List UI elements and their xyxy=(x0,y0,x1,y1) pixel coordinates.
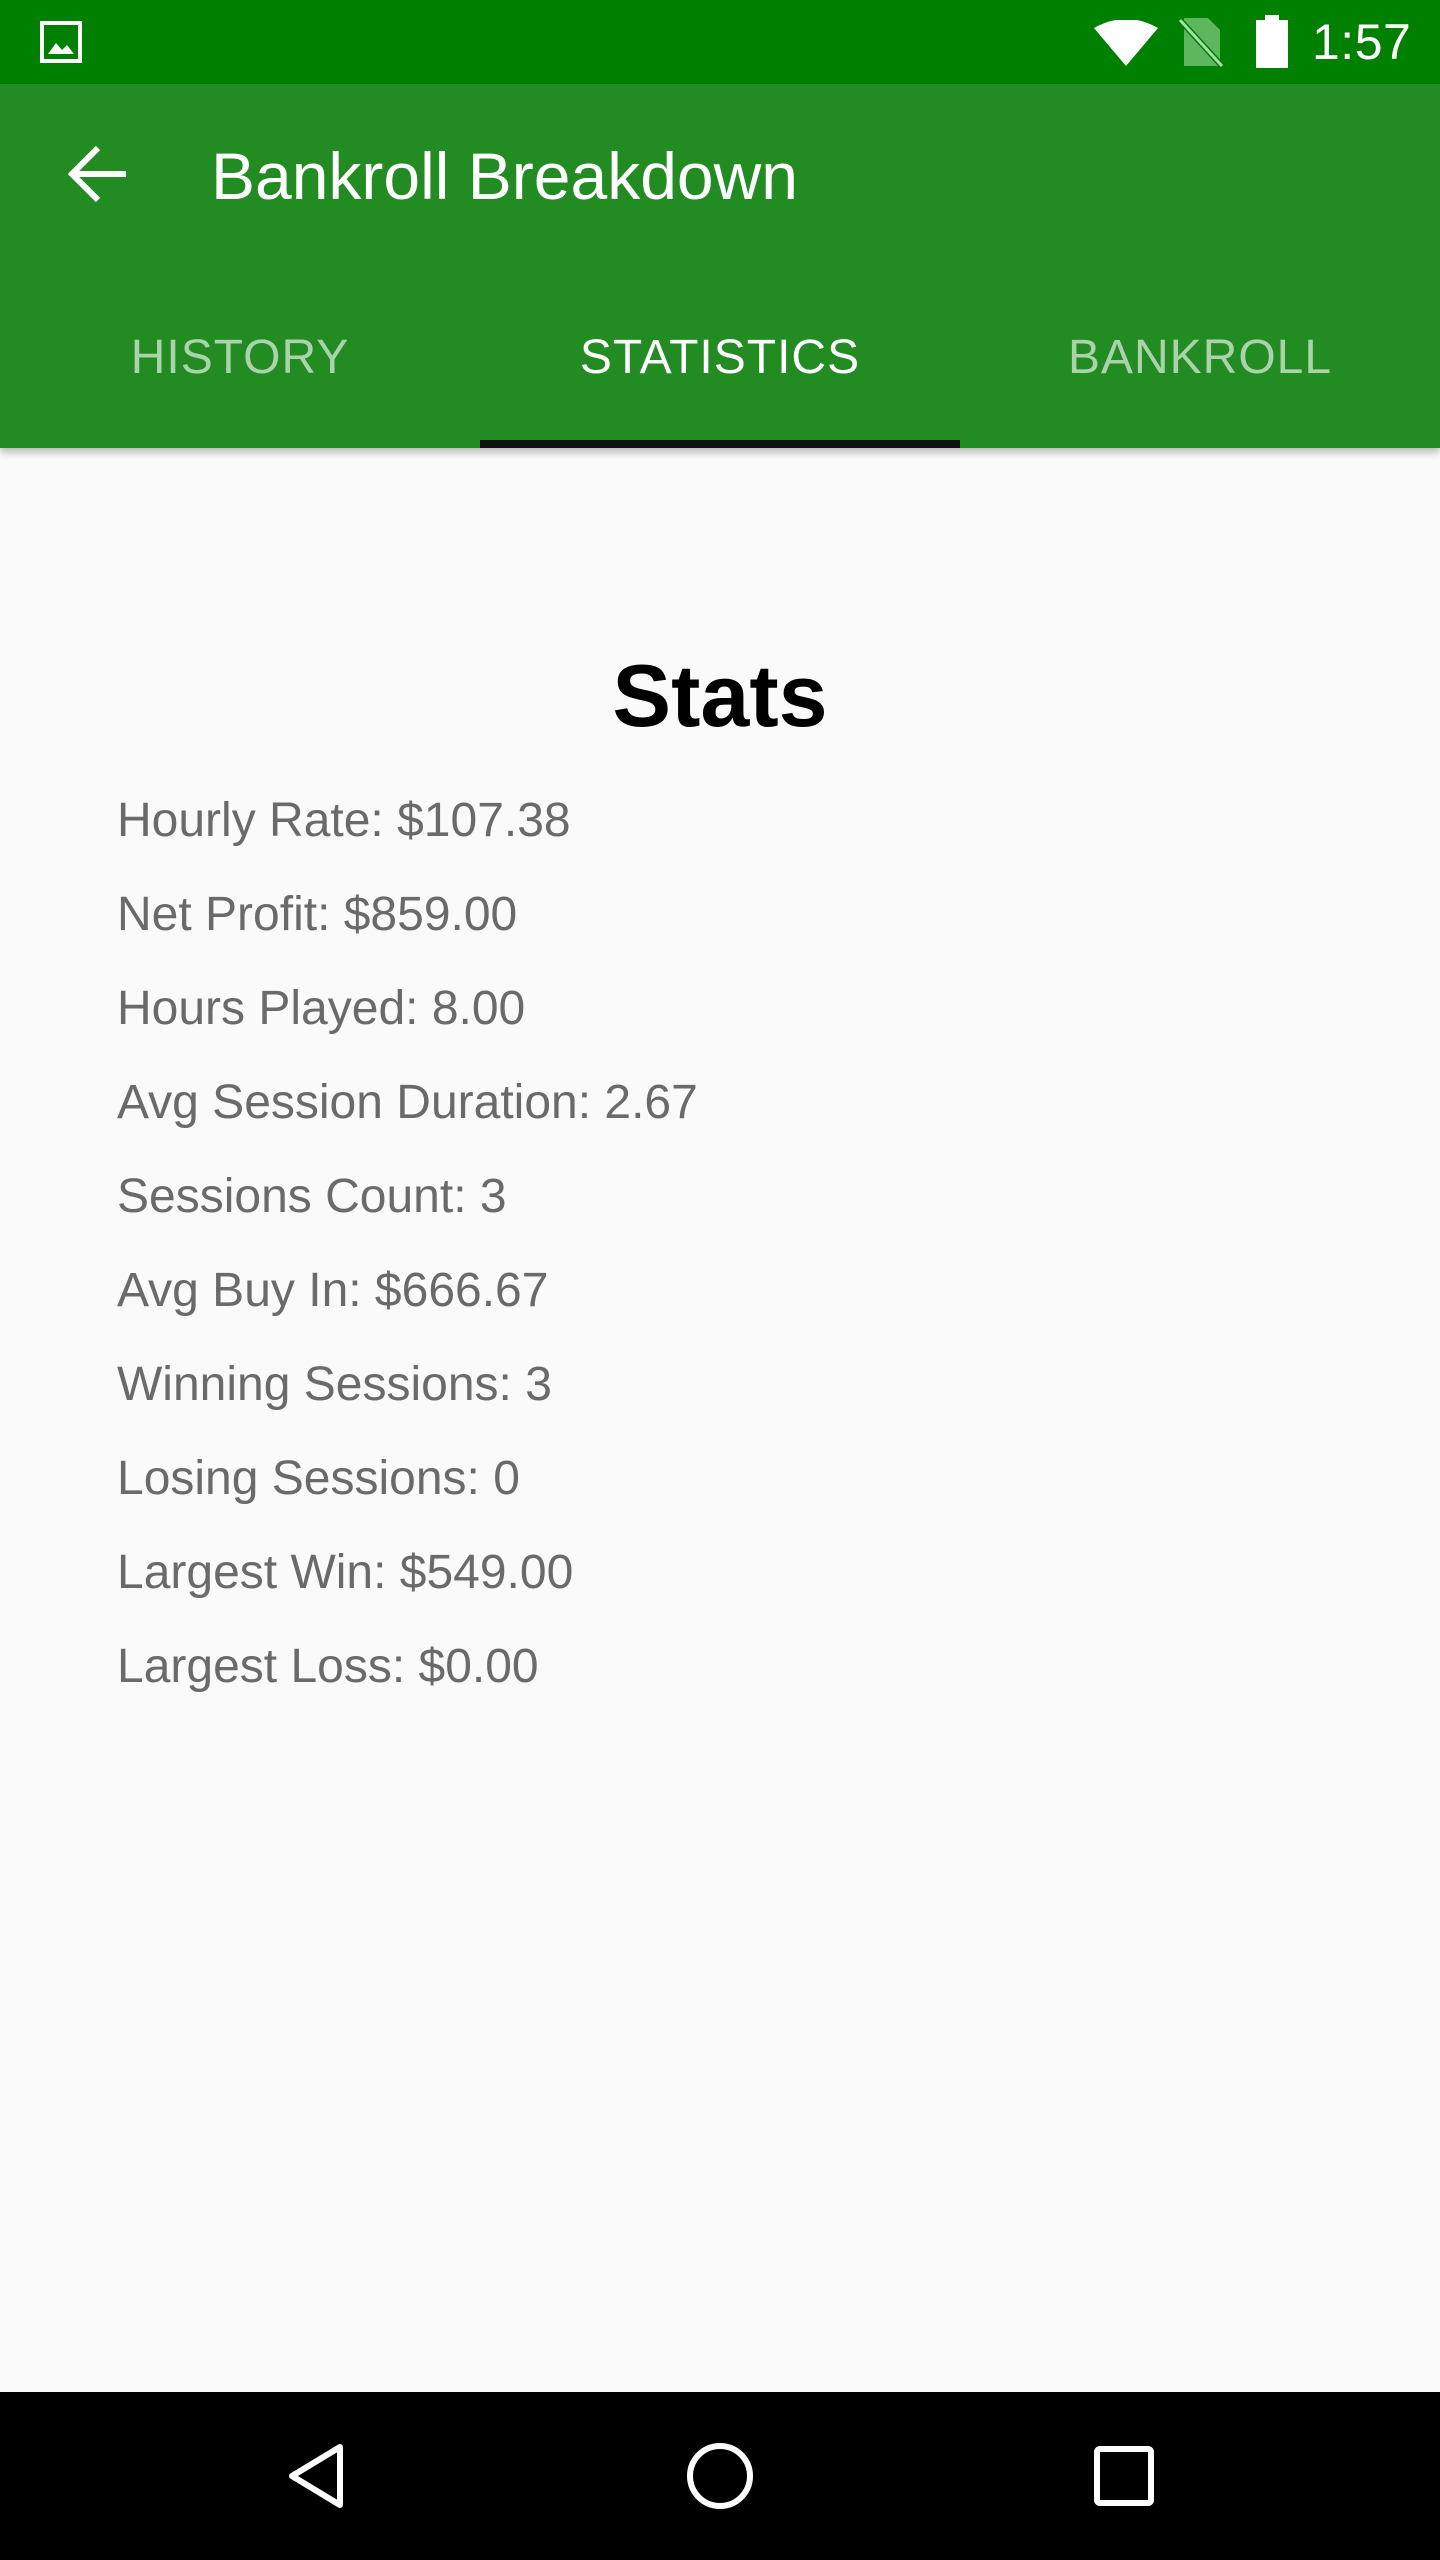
app-bar: Bankroll Breakdown HISTORY STATISTICS BA… xyxy=(0,84,1440,448)
stat-avg-buy-in: Avg Buy In: $666.67 xyxy=(117,1264,549,1317)
stat-avg-session-duration: Avg Session Duration: 2.67 xyxy=(117,1076,698,1129)
nav-back-button[interactable] xyxy=(266,2426,366,2526)
image-notification-icon xyxy=(40,21,82,63)
nav-home-button[interactable] xyxy=(670,2426,770,2526)
statistics-content: Stats Hourly Rate: $107.38 Net Profit: $… xyxy=(0,448,1440,2392)
nav-home-icon xyxy=(687,2443,753,2509)
wifi-icon xyxy=(1094,20,1158,66)
nav-recents-button[interactable] xyxy=(1074,2426,1174,2526)
tab-bar: HISTORY STATISTICS BANKROLL xyxy=(0,266,1440,448)
tab-statistics-label: STATISTICS xyxy=(579,330,861,384)
back-button[interactable] xyxy=(52,128,144,220)
stat-sessions-count: Sessions Count: 3 xyxy=(117,1170,507,1223)
stat-hours-played: Hours Played: 8.00 xyxy=(117,982,526,1035)
status-time: 1:57 xyxy=(1312,14,1412,70)
arrow-back-icon xyxy=(67,145,126,203)
nav-back-icon xyxy=(289,2444,343,2508)
tab-statistics[interactable]: STATISTICS xyxy=(480,266,960,448)
stat-losing-sessions: Losing Sessions: 0 xyxy=(117,1452,520,1505)
tab-bankroll-label: BANKROLL xyxy=(1067,330,1333,384)
page-title: Bankroll Breakdown xyxy=(211,139,798,213)
stat-net-profit: Net Profit: $859.00 xyxy=(117,888,518,941)
stat-hourly-rate: Hourly Rate: $107.38 xyxy=(117,794,571,847)
tab-history-label: HISTORY xyxy=(130,330,350,384)
stat-largest-win: Largest Win: $549.00 xyxy=(117,1546,574,1599)
stat-largest-loss: Largest Loss: $0.00 xyxy=(117,1640,539,1693)
stats-list: Hourly Rate: $107.38 Net Profit: $859.00… xyxy=(117,774,698,1714)
navigation-bar xyxy=(0,2392,1440,2560)
status-bar: 1:57 xyxy=(0,0,1440,84)
no-sim-icon xyxy=(1178,17,1224,68)
nav-recents-icon xyxy=(1094,2446,1154,2506)
battery-icon xyxy=(1256,15,1288,68)
tab-bankroll[interactable]: BANKROLL xyxy=(960,266,1440,448)
tab-indicator xyxy=(480,440,960,448)
tab-history[interactable]: HISTORY xyxy=(0,266,480,448)
stat-winning-sessions: Winning Sessions: 3 xyxy=(117,1358,552,1411)
stats-heading: Stats xyxy=(612,646,828,745)
